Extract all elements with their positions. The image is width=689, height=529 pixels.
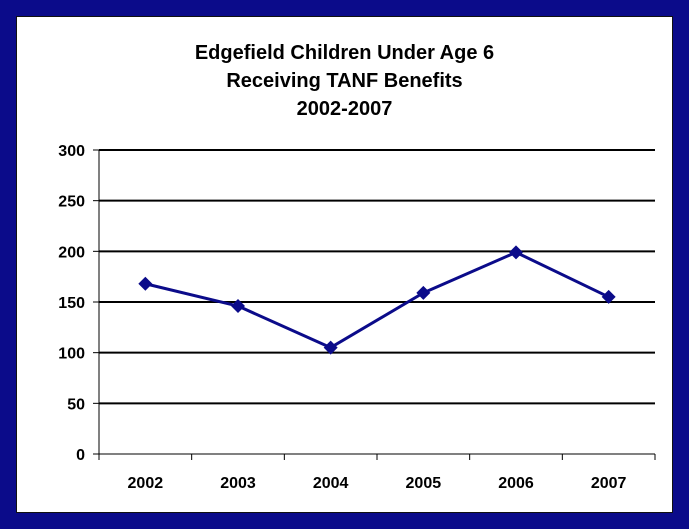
line-chart: 0 50 100 150 200 250 300 2002 2003 2004 2005 2006 20…	[58, 143, 656, 492]
chart-title-line-1: Edgefield Children Under Age 6	[194, 42, 495, 64]
y-tick-label: 300	[58, 143, 85, 160]
chart-area: Edgefield Children Under Age 6 Receiving…	[16, 16, 673, 513]
data-point-marker	[231, 299, 245, 314]
chart-title: Edgefield Children Under Age 6 Receiving…	[17, 39, 672, 123]
data-point-marker	[138, 276, 153, 291]
x-tick-label: 2003	[220, 475, 256, 492]
x-tick-label: 2006	[498, 475, 534, 492]
x-tick-label: 2005	[406, 475, 442, 492]
y-tick-label: 150	[58, 295, 85, 312]
y-tick-label: 0	[76, 447, 85, 464]
y-tick-label: 100	[58, 346, 85, 363]
y-tick-label: 250	[58, 194, 85, 211]
data-point-marker	[601, 289, 616, 304]
data-point-marker	[509, 245, 523, 260]
chart-title-line-3: 2002-2007	[296, 98, 393, 120]
data-point-marker	[323, 340, 338, 355]
chart-title-line-2: Receiving TANF Benefits	[226, 70, 463, 92]
x-tick-label: 2007	[591, 475, 627, 492]
x-tick-label: 2002	[128, 475, 164, 492]
data-point-marker	[416, 285, 431, 300]
y-tick-label: 50	[67, 396, 85, 413]
x-tick-label: 2004	[313, 475, 349, 492]
series-line	[144, 250, 610, 350]
y-tick-label: 200	[58, 244, 85, 261]
